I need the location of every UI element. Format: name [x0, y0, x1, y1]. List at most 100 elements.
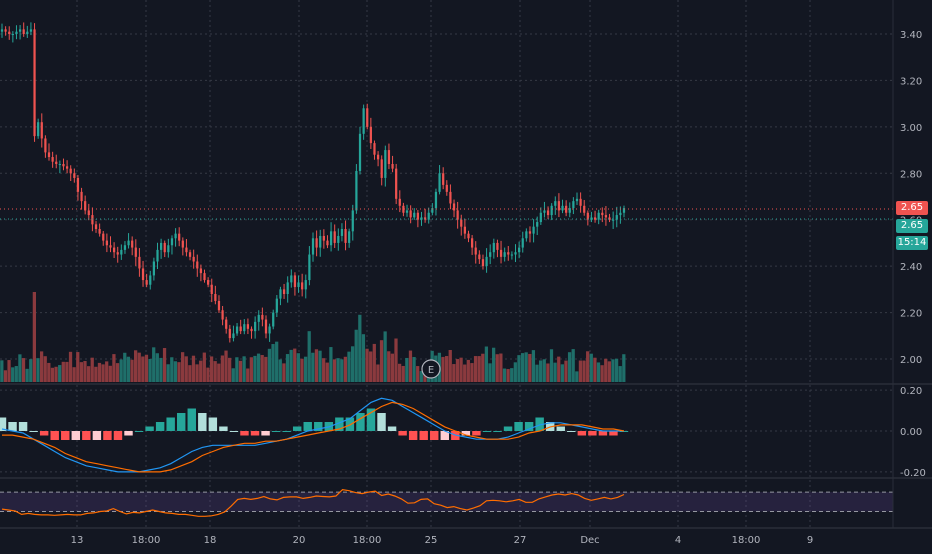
candle[interactable] [409, 205, 412, 224]
candle[interactable] [192, 249, 195, 269]
candle[interactable] [554, 196, 557, 215]
candle[interactable] [575, 192, 579, 205]
candle[interactable] [319, 229, 322, 257]
candle[interactable] [355, 164, 358, 214]
candle[interactable] [586, 210, 589, 226]
candle[interactable] [358, 126, 362, 175]
candle[interactable] [62, 158, 65, 171]
candle[interactable] [33, 23, 36, 142]
candle[interactable] [583, 200, 586, 216]
candle[interactable] [460, 214, 463, 236]
candle[interactable] [199, 264, 203, 282]
candle[interactable] [181, 237, 184, 256]
candle[interactable] [232, 325, 235, 342]
candle[interactable] [492, 238, 495, 259]
candle[interactable] [452, 199, 456, 218]
candle[interactable] [311, 232, 315, 262]
candle[interactable] [94, 221, 98, 233]
candle[interactable] [123, 241, 127, 254]
candle[interactable] [536, 216, 539, 236]
candle[interactable] [351, 204, 354, 241]
candle[interactable] [442, 167, 445, 190]
candle[interactable] [26, 25, 29, 38]
candle[interactable] [525, 228, 528, 242]
candle[interactable] [210, 278, 213, 303]
candle[interactable] [601, 207, 604, 223]
candle[interactable] [608, 213, 611, 223]
candle[interactable] [51, 151, 54, 168]
candle[interactable] [0, 23, 4, 38]
candle[interactable] [612, 211, 615, 229]
candle[interactable] [373, 140, 376, 160]
candle[interactable] [69, 165, 72, 181]
candle[interactable] [489, 244, 492, 265]
pane-separators[interactable] [0, 0, 932, 529]
candle[interactable] [340, 223, 344, 242]
candle[interactable] [539, 207, 542, 225]
candle[interactable] [366, 103, 369, 130]
candle[interactable] [261, 307, 264, 327]
candle[interactable] [167, 238, 170, 258]
candle[interactable] [112, 242, 116, 258]
candle[interactable] [279, 286, 282, 306]
candle[interactable] [102, 230, 105, 246]
candle[interactable] [37, 118, 40, 139]
candle[interactable] [398, 190, 401, 213]
candle[interactable] [470, 235, 474, 255]
candle[interactable] [445, 180, 448, 196]
candle[interactable] [380, 155, 383, 186]
candle[interactable] [290, 269, 293, 288]
candle[interactable] [348, 228, 351, 248]
candle[interactable] [615, 206, 618, 228]
candle[interactable] [264, 315, 268, 339]
candle[interactable] [478, 250, 481, 264]
candle[interactable] [593, 210, 597, 223]
candle[interactable] [29, 22, 33, 36]
candle[interactable] [286, 276, 289, 303]
candle[interactable] [521, 231, 524, 253]
candle[interactable] [80, 187, 83, 210]
candle[interactable] [376, 151, 380, 167]
candle[interactable] [174, 228, 177, 247]
candle[interactable] [456, 201, 459, 229]
candle[interactable] [120, 244, 123, 260]
candle[interactable] [384, 145, 387, 187]
candle[interactable] [127, 233, 130, 249]
candle[interactable] [369, 117, 372, 150]
candle[interactable] [297, 275, 300, 293]
candle[interactable] [604, 206, 608, 226]
candle[interactable] [572, 197, 575, 215]
candle[interactable] [65, 160, 69, 174]
candle[interactable] [156, 242, 159, 269]
candle[interactable] [207, 277, 210, 288]
candle[interactable] [485, 248, 488, 273]
candle[interactable] [514, 244, 517, 263]
candle[interactable] [463, 218, 467, 239]
candle[interactable] [138, 248, 141, 277]
candle[interactable] [568, 202, 571, 218]
candle[interactable] [178, 227, 181, 247]
candle[interactable] [528, 226, 532, 243]
candle[interactable] [235, 323, 239, 336]
candle[interactable] [141, 260, 145, 287]
candle[interactable] [116, 246, 119, 263]
candle[interactable] [55, 154, 58, 169]
candle[interactable] [243, 319, 246, 335]
candle[interactable] [449, 184, 452, 210]
candle[interactable] [73, 168, 76, 183]
candle[interactable] [87, 203, 90, 221]
candle[interactable] [225, 316, 228, 334]
candle[interactable] [420, 211, 423, 226]
candle[interactable] [98, 223, 101, 237]
candle[interactable] [518, 241, 521, 259]
candle[interactable] [387, 143, 391, 170]
candle[interactable] [8, 26, 11, 40]
candle[interactable] [391, 155, 394, 173]
candle[interactable] [163, 240, 166, 258]
candle[interactable] [427, 207, 430, 224]
candle[interactable] [149, 270, 152, 290]
candle[interactable] [272, 309, 275, 330]
candle[interactable] [145, 273, 148, 288]
candle[interactable] [105, 233, 108, 253]
